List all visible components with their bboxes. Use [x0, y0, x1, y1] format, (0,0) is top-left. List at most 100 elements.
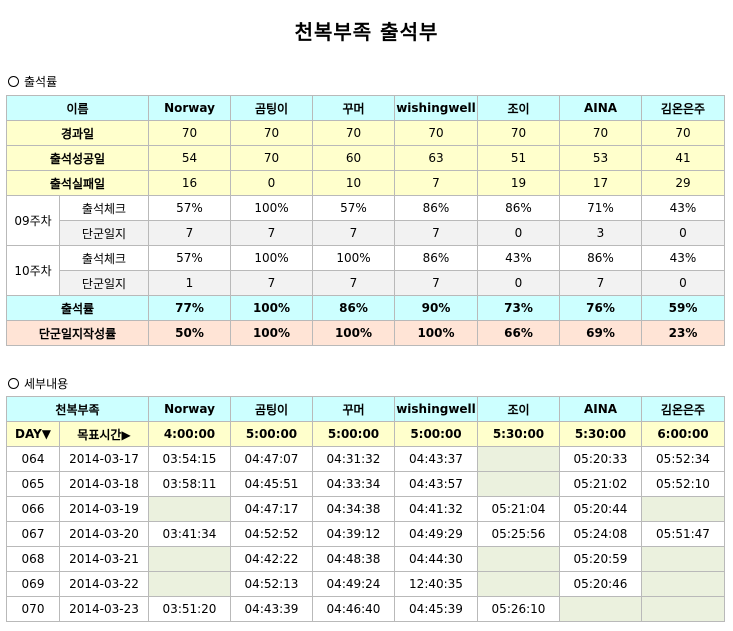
day-row: 068 2014-03-21 04:42:22 04:48:38 04:44:30 05:…	[6, 546, 725, 572]
row-label-cell: 출석률	[6, 295, 149, 321]
value-cell: 100%	[230, 320, 313, 346]
time-cell: 05:21:02	[559, 471, 642, 497]
row-label-cell: 출석실패일	[6, 170, 149, 196]
missed-cell	[641, 596, 725, 622]
week-check-row: 10주차 출석체크 57% 100% 100% 86% 43% 86% 43%	[6, 245, 725, 296]
day-cell: 064	[6, 446, 60, 472]
value-cell: 7	[312, 270, 395, 296]
date-cell: 2014-03-23	[59, 596, 149, 622]
detail-section-heading: 세부내용	[8, 375, 68, 392]
value-cell: 76%	[559, 295, 642, 321]
value-cell: 90%	[394, 295, 478, 321]
missed-cell	[477, 471, 560, 497]
member-header-cell: wishingwell	[394, 396, 478, 422]
target-time-cell: 5:30:00	[477, 421, 560, 447]
week-label-cell: 10주차	[6, 245, 60, 296]
value-cell: 73%	[477, 295, 560, 321]
value-cell: 29	[641, 170, 725, 196]
detail-section-label: 세부내용	[24, 377, 69, 391]
value-cell: 54	[148, 145, 231, 171]
day-cell: 068	[6, 546, 60, 572]
value-cell: 70	[230, 120, 313, 146]
day-sort-cell[interactable]: DAY▼	[6, 421, 60, 447]
missed-cell	[641, 546, 725, 572]
time-cell: 05:52:10	[641, 471, 725, 497]
member-header-cell: Norway	[148, 396, 231, 422]
value-cell: 23%	[641, 320, 725, 346]
value-cell: 41	[641, 145, 725, 171]
time-cell: 04:47:17	[230, 496, 313, 522]
day-cell: 067	[6, 521, 60, 547]
value-cell: 60	[312, 145, 395, 171]
target-time-row: DAY▼ 목표시간▶ 4:00:00 5:00:00 5:00:00 5:00:00 5:3…	[6, 421, 725, 447]
date-cell: 2014-03-18	[59, 471, 149, 497]
value-cell: 3	[559, 220, 642, 246]
time-cell: 04:33:34	[312, 471, 395, 497]
day-row: 069 2014-03-22 04:52:13 04:49:24 12:40:35 05:…	[6, 571, 725, 597]
value-cell: 16	[148, 170, 231, 196]
value-cell: 70	[559, 120, 642, 146]
value-cell: 7	[394, 170, 478, 196]
time-cell: 05:51:47	[641, 521, 725, 547]
value-cell: 7	[148, 220, 231, 246]
member-header-cell: 곰팅이	[230, 95, 313, 121]
value-cell: 70	[230, 145, 313, 171]
value-cell: 7	[312, 220, 395, 246]
time-cell: 05:21:04	[477, 496, 560, 522]
value-cell: 100%	[230, 245, 313, 271]
week-check-row: 09주차 출석체크 57% 100% 57% 86% 86% 71% 43%	[6, 195, 725, 246]
value-cell: 0	[230, 170, 313, 196]
value-cell: 43%	[477, 245, 560, 271]
missed-cell	[477, 446, 560, 472]
missed-cell	[641, 496, 725, 522]
time-cell: 05:52:34	[641, 446, 725, 472]
row-label-cell: 단군일지	[59, 270, 149, 296]
date-cell: 2014-03-17	[59, 446, 149, 472]
date-cell: 2014-03-21	[59, 546, 149, 572]
target-sort-cell[interactable]: 목표시간▶	[59, 421, 149, 447]
date-cell: 2014-03-22	[59, 571, 149, 597]
member-header-cell: 곰팅이	[230, 396, 313, 422]
row-label-cell: 단군일지	[59, 220, 149, 246]
value-cell: 57%	[148, 195, 231, 221]
name-header-cell: 이름	[6, 95, 149, 121]
time-cell: 04:44:30	[394, 546, 478, 572]
day-row: 070 2014-03-23 03:51:20 04:43:39 04:46:40 04:…	[6, 596, 725, 622]
value-cell: 7	[394, 220, 478, 246]
time-cell: 12:40:35	[394, 571, 478, 597]
time-cell: 04:46:40	[312, 596, 395, 622]
member-header-cell: 김온은주	[641, 396, 725, 422]
value-cell: 86%	[477, 195, 560, 221]
time-cell: 05:26:10	[477, 596, 560, 622]
value-cell: 100%	[230, 195, 313, 221]
target-time-cell: 5:00:00	[312, 421, 395, 447]
row-label-cell: 출석성공일	[6, 145, 149, 171]
week-diary-row: 단군일지 1 7 7 7 0 7 0	[7, 270, 725, 296]
row-label-cell: 출석체크	[59, 195, 149, 221]
time-cell: 04:49:29	[394, 521, 478, 547]
value-cell: 70	[641, 120, 725, 146]
time-cell: 04:43:37	[394, 446, 478, 472]
time-cell: 05:20:59	[559, 546, 642, 572]
time-cell: 04:43:39	[230, 596, 313, 622]
value-cell: 53	[559, 145, 642, 171]
attendance-header-row: 이름 Norway 곰팅이 꾸머 wishingwell 조이 AINA 김온은주	[6, 95, 725, 121]
value-cell: 51	[477, 145, 560, 171]
day-cell: 069	[6, 571, 60, 597]
time-cell: 04:49:24	[312, 571, 395, 597]
value-cell: 50%	[148, 320, 231, 346]
value-cell: 71%	[559, 195, 642, 221]
time-cell: 05:24:08	[559, 521, 642, 547]
date-cell: 2014-03-19	[59, 496, 149, 522]
value-cell: 0	[641, 270, 725, 296]
member-header-cell: 꾸머	[312, 396, 395, 422]
fail-days-row: 출석실패일 16 0 10 7 19 17 29	[6, 170, 725, 196]
value-cell: 0	[641, 220, 725, 246]
time-cell: 04:45:51	[230, 471, 313, 497]
missed-cell	[148, 571, 231, 597]
time-cell: 03:58:11	[148, 471, 231, 497]
time-cell: 04:34:38	[312, 496, 395, 522]
member-header-cell: AINA	[559, 396, 642, 422]
value-cell: 86%	[394, 245, 478, 271]
day-row: 067 2014-03-20 03:41:34 04:52:52 04:39:12 04:…	[6, 521, 725, 547]
